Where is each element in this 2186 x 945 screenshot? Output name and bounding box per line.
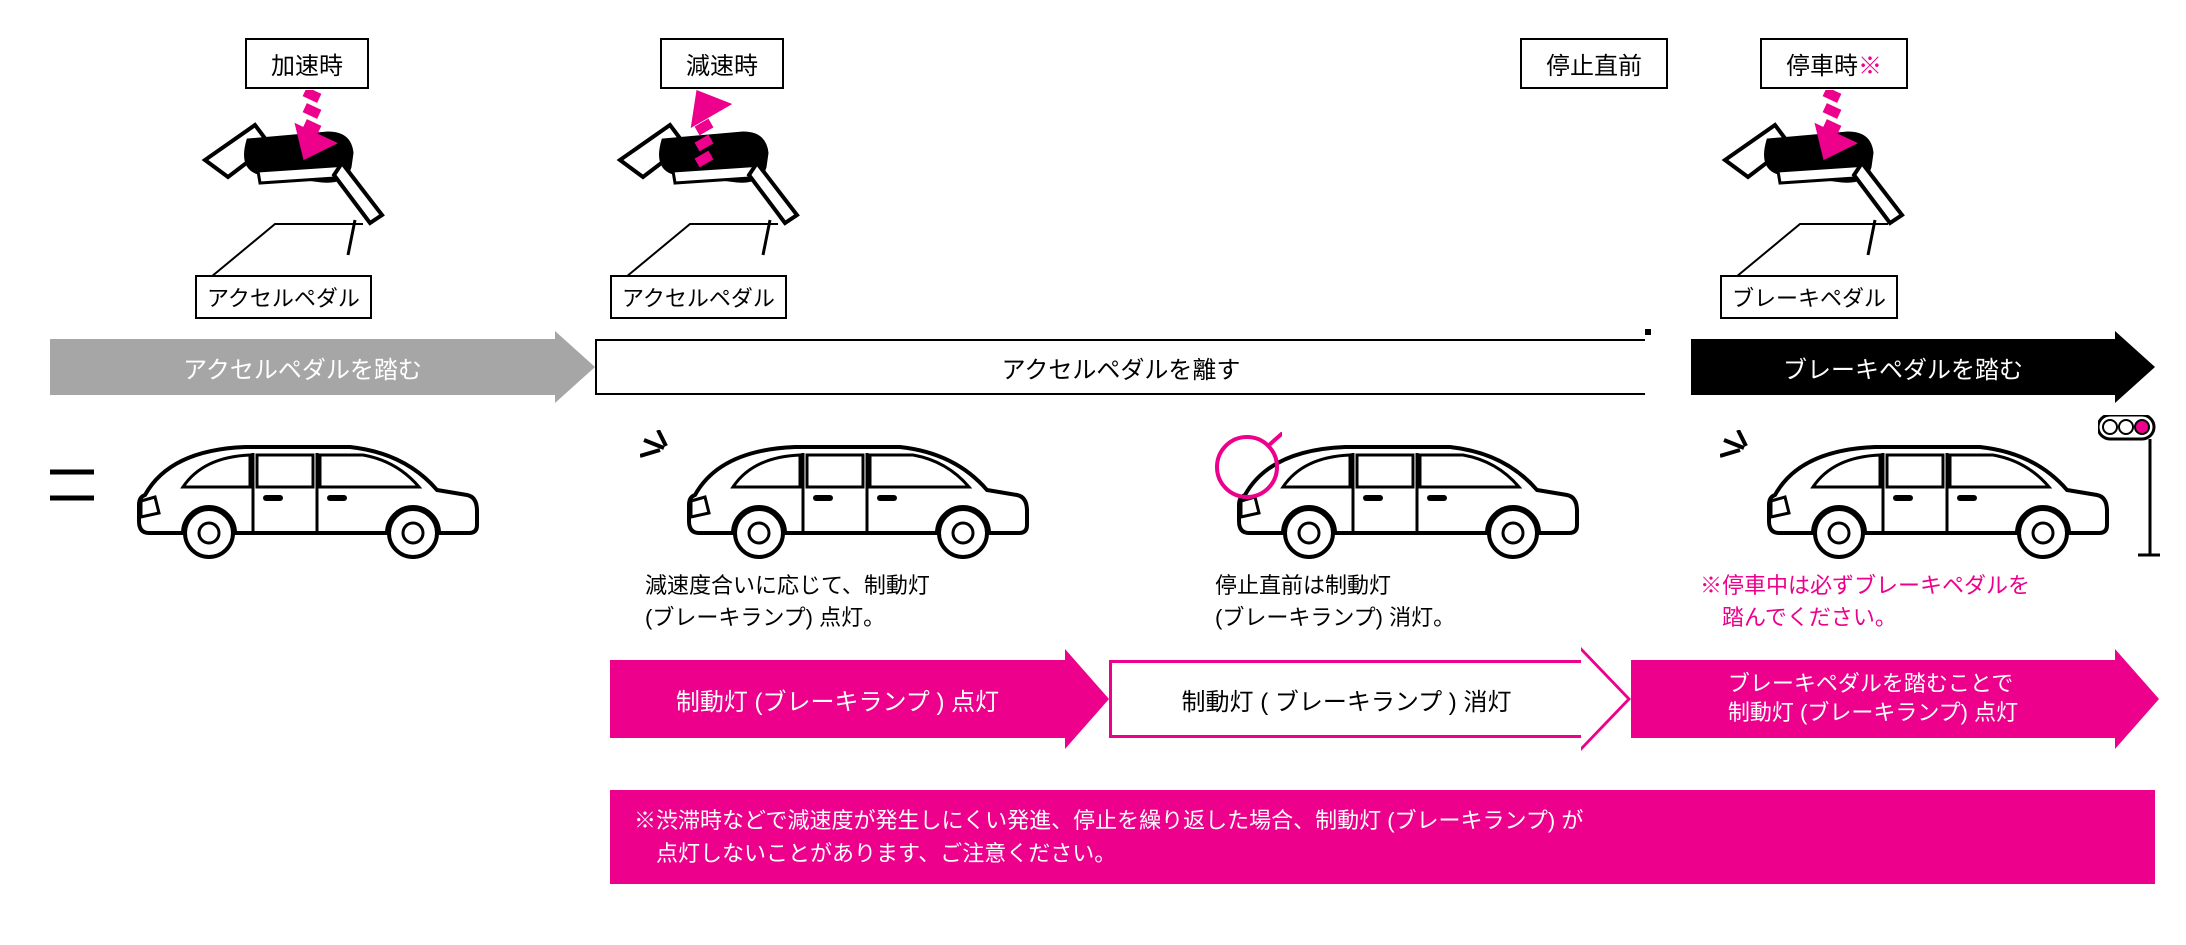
pedal-label-stop: ブレーキペダル (1720, 275, 1898, 319)
arrow-down-icon-stop (1808, 90, 1868, 170)
lamp-band-off: 制動灯 ( ブレーキランプ ) 消灯 (1109, 660, 1581, 738)
lamp-band-off-arrowhead (1581, 647, 1631, 751)
caption-stop: ※停車中は必ずブレーキペダルを 踏んでください。 (1700, 570, 2030, 634)
arrow-up-icon-decel (680, 88, 740, 173)
band-brake: ブレーキペダルを踏む (1691, 339, 2115, 395)
band-brake-arrowhead (2115, 331, 2155, 403)
pedal-label-accel: アクセルペダル (195, 275, 372, 319)
lamp-band-brake-on-arrowhead (2115, 649, 2159, 749)
stage-label-prestop: 停止直前 (1520, 38, 1668, 89)
car-decel-icon (665, 425, 1045, 565)
lamp-band-on-arrowhead (1065, 649, 1109, 749)
lamp-band-on: 制動灯 (ブレーキランプ ) 点灯 (610, 660, 1065, 738)
stage-label-decel: 減速時 (660, 38, 784, 89)
car-stop-icon (1745, 425, 2125, 565)
traffic-light-icon (2098, 415, 2162, 560)
band-release: アクセルペダルを離す (595, 339, 1645, 395)
caption-prestop: 停止直前は制動灯 (ブレーキランプ) 消灯。 (1215, 570, 1455, 634)
stage-label-stop: 停車時※ (1760, 38, 1908, 89)
arrow-down-icon-accel (288, 90, 348, 170)
speed-lines-icon (50, 462, 110, 522)
pedal-label-decel: アクセルペダル (610, 275, 787, 319)
taillight-circle-icon (1212, 432, 1282, 502)
band-release-arrowhead (1645, 329, 1651, 335)
lamp-band-brake-on: ブレーキペダルを踏むことで 制動灯 (ブレーキランプ) 点灯 (1631, 660, 2115, 738)
note-bar: ※渋滞時などで減速度が発生しにくい発進、停止を繰り返した場合、制動灯 (ブレーキ… (610, 790, 2155, 884)
pedal-operation-diagram: 加速時 減速時 停止直前 停車時※ (20, 20, 2166, 925)
band-accel: アクセルペダルを踏む (50, 339, 555, 395)
band-accel-arrowhead (555, 331, 595, 403)
car-accel-icon (115, 425, 495, 565)
stage-label-stop-text: 停車時 (1786, 53, 1858, 80)
caption-decel: 減速度合いに応じて、制動灯 (ブレーキランプ) 点灯。 (645, 570, 930, 634)
stage-label-accel: 加速時 (245, 38, 369, 89)
stage-label-stop-mark: ※ (1858, 53, 1882, 80)
